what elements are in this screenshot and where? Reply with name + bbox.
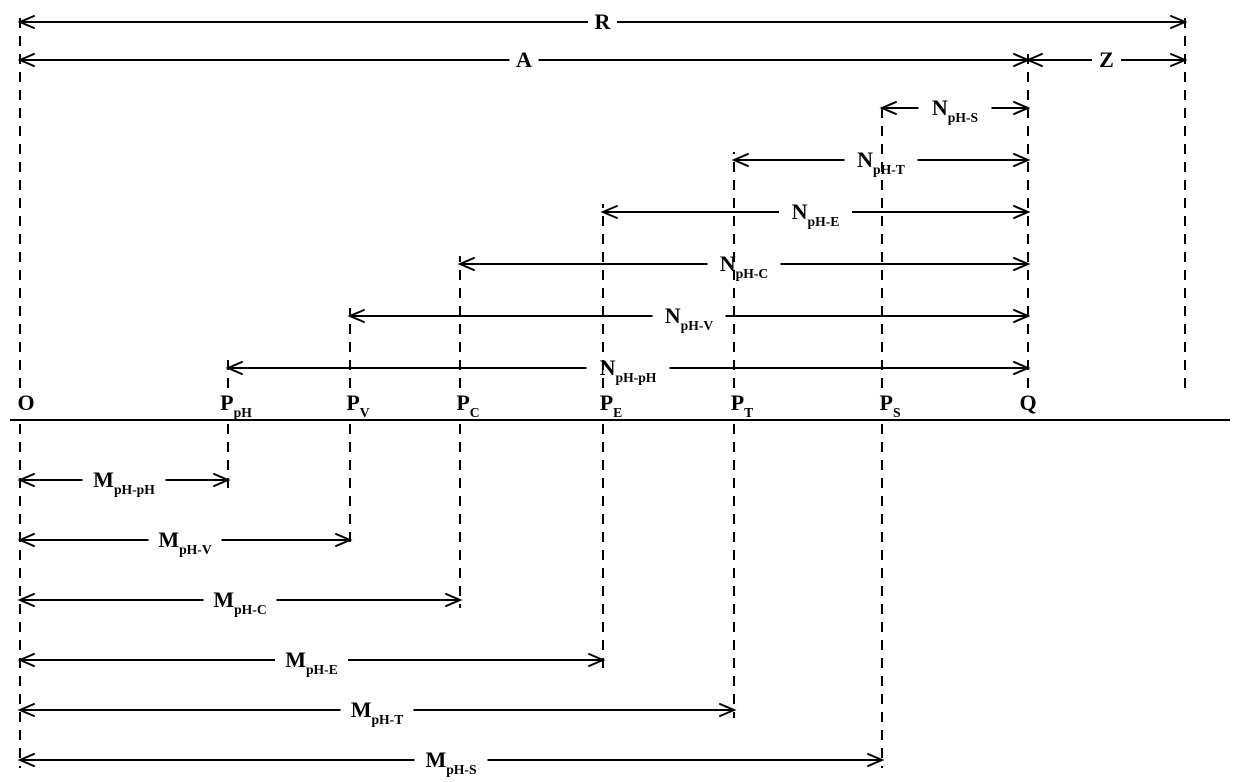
dim-top-pH-pH: NpH‑pH [600,357,657,379]
diagram-svg [0,0,1240,777]
dim-bottom-pH-C: MpH‑C [213,589,266,611]
tick-label-PT: PT [731,392,754,414]
tick-label-O: O [17,392,34,414]
tick-label-PC: PC [456,392,479,414]
dim-top-pH-C: NpH‑C [720,253,768,275]
dim-bottom-pH-pH: MpH‑pH [93,469,155,491]
dim-bottom-pH-V: MpH‑V [158,529,211,551]
dim-top-pH-V: NpH‑V [665,305,713,327]
diagram-canvas: O PpH PV PC PE PT PS Q R A Z NpH‑S NpH‑T NpH‑E NpH‑C Np… [0,0,1240,777]
dim-top-A: A [516,49,532,71]
dim-bottom-pH-T: MpH‑T [351,699,404,721]
dim-top-pH-T: NpH‑T [857,149,905,171]
dim-top-R: R [595,11,611,33]
dim-top-pH-E: NpH‑E [792,201,840,223]
dim-bottom-pH-E: MpH‑E [285,649,338,671]
tick-label-PE: PE [600,392,623,414]
tick-label-PS: PS [879,392,900,414]
dim-top-Z: Z [1099,49,1114,71]
tick-label-PV: PV [346,392,369,414]
tick-label-PpH: PpH [220,392,252,414]
tick-label-Q: Q [1019,392,1036,414]
dim-top-pH-S: NpH‑S [932,97,978,119]
dim-bottom-pH-S: MpH‑S [425,749,476,771]
